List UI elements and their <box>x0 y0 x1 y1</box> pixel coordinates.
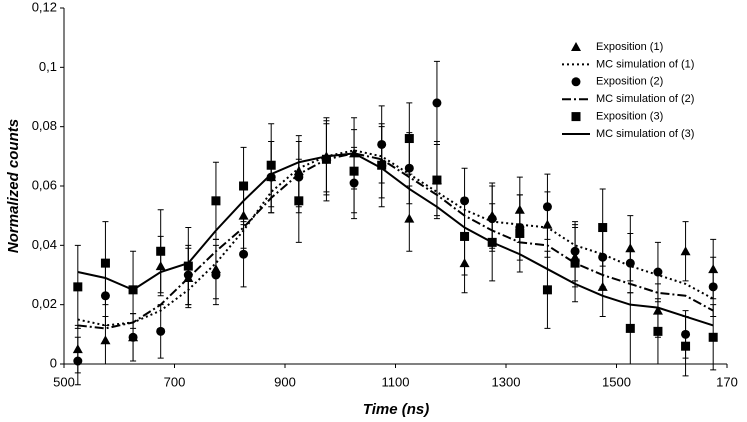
y-axis-label: Normalized counts <box>5 119 22 253</box>
marker-triangle <box>571 42 581 51</box>
marker-square <box>570 258 580 268</box>
marker-circle <box>432 98 442 108</box>
y-tick-label: 0,02 <box>32 296 57 311</box>
marker-square <box>571 112 581 122</box>
marker-square <box>321 154 331 164</box>
x-tick-label: 700 <box>164 374 186 389</box>
marker-square <box>349 166 359 176</box>
legend-label: MC simulation of (1) <box>596 58 694 70</box>
marker-circle <box>239 249 249 259</box>
marker-square <box>404 134 414 144</box>
marker-square <box>294 196 304 206</box>
legend-label: Exposition (2) <box>596 76 663 88</box>
legend-label: MC simulation of (2) <box>596 93 694 105</box>
x-tick-label: 500 <box>53 374 75 389</box>
marker-circle <box>156 326 166 336</box>
y-tick-label: 0 <box>50 355 57 370</box>
marker-circle <box>708 282 718 292</box>
marker-square <box>100 258 110 268</box>
marker-square <box>515 228 525 238</box>
marker-square <box>266 160 276 170</box>
marker-square <box>598 223 608 233</box>
marker-triangle <box>680 246 691 256</box>
x-tick-label: 1100 <box>382 374 410 389</box>
marker-circle <box>571 77 581 87</box>
mc-line <box>77 152 714 327</box>
x-tick-label: 1300 <box>492 374 521 389</box>
marker-square <box>708 332 718 342</box>
legend-label: MC simulation of (3) <box>596 128 694 140</box>
y-tick-label: 0,1 <box>39 59 57 74</box>
y-tick-label: 0,08 <box>32 118 57 133</box>
marker-triangle <box>404 213 415 223</box>
marker-square <box>653 326 663 336</box>
marker-circle <box>653 267 663 277</box>
marker-square <box>239 181 249 191</box>
marker-square <box>625 323 635 333</box>
legend-label: Exposition (3) <box>596 111 663 123</box>
marker-square <box>460 231 470 241</box>
y-tick-label: 0,12 <box>32 0 57 14</box>
marker-square <box>183 261 193 271</box>
marker-square <box>73 282 83 292</box>
x-tick-label: 1500 <box>602 374 631 389</box>
marker-triangle <box>100 335 111 345</box>
marker-square <box>432 175 442 185</box>
y-tick-label: 0,04 <box>32 237 57 252</box>
mc-line <box>77 152 714 330</box>
marker-square <box>681 341 691 351</box>
x-tick-label: 170 <box>716 374 738 389</box>
marker-circle <box>625 258 635 268</box>
marker-square <box>156 246 166 256</box>
marker-circle <box>542 202 552 212</box>
marker-circle <box>73 356 83 366</box>
x-tick-label: 900 <box>274 374 296 389</box>
marker-square <box>377 160 387 170</box>
marker-square <box>542 285 552 295</box>
x-axis-label: Time (ns) <box>363 401 429 418</box>
y-tick-label: 0,06 <box>32 177 57 192</box>
marker-circle <box>211 270 221 280</box>
mc-line <box>77 149 714 327</box>
marker-square <box>211 196 221 206</box>
marker-circle <box>128 332 138 342</box>
legend-label: Exposition (1) <box>596 41 663 53</box>
